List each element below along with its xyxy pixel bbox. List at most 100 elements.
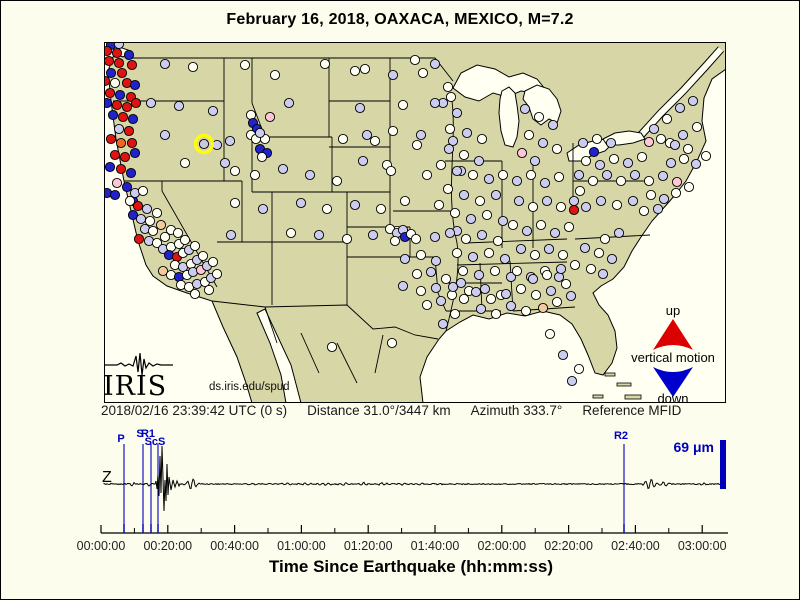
station-dot [458, 149, 470, 161]
station-dot [485, 293, 497, 305]
station-dot [599, 233, 611, 245]
station-dot [435, 159, 447, 171]
station-dot [415, 129, 427, 141]
station-dot [541, 269, 553, 281]
station-dot [117, 111, 129, 123]
station-dot [283, 97, 295, 109]
station-dot [429, 231, 441, 243]
station-dot [449, 207, 461, 219]
station-dot [124, 195, 136, 207]
station-dot [451, 165, 463, 177]
station-dot [687, 95, 699, 107]
station-dot [588, 146, 600, 158]
station-dot [645, 189, 657, 201]
station-dot [105, 45, 113, 57]
station-dot [573, 363, 585, 375]
station-dot [515, 243, 527, 255]
station-dot [189, 288, 201, 300]
station-dot [239, 59, 251, 71]
station-dot [553, 171, 565, 183]
us-station-map [104, 42, 726, 403]
station-dot [451, 107, 463, 119]
station-dot [319, 58, 331, 70]
axis-tick-label: 00:40:00 [210, 539, 259, 553]
station-dot [361, 129, 373, 141]
station-dot [467, 251, 479, 263]
station-dot [691, 121, 703, 133]
station-dot [443, 143, 455, 155]
station-dot [557, 349, 569, 361]
station-dot [527, 273, 539, 285]
station-dot [264, 111, 276, 123]
station-dot [429, 97, 441, 109]
station-dot [137, 185, 149, 197]
axis-tick-label: 03:00:00 [678, 539, 727, 553]
station-dot [430, 255, 442, 267]
station-dot [127, 209, 139, 221]
station-dot [105, 55, 115, 67]
station-dot [397, 99, 409, 111]
station-dot [497, 215, 509, 227]
station-dot [636, 151, 648, 163]
phase-label-ScS: ScS [145, 436, 166, 448]
station-dot [674, 102, 686, 114]
station-dot [665, 157, 677, 169]
station-dot [594, 159, 606, 171]
axis-tick-label: 02:00:00 [477, 539, 526, 553]
station-dot [105, 87, 116, 99]
station-dot [113, 57, 125, 69]
station-dot [313, 229, 325, 241]
station-dot [415, 285, 427, 297]
status-reference: Reference MFID [582, 403, 682, 418]
station-dot [629, 169, 641, 181]
station-dot [179, 234, 191, 246]
station-dot [622, 157, 634, 169]
station-dot [219, 157, 231, 169]
station-dot [580, 155, 592, 167]
station-dot [159, 129, 171, 141]
station-dot [515, 283, 527, 295]
station-dot [440, 273, 452, 285]
station-dot [173, 100, 185, 112]
station-dot [497, 169, 509, 181]
station-dot [505, 300, 517, 312]
station-dot [409, 54, 421, 66]
station-dot [671, 176, 683, 188]
station-dot [203, 284, 215, 296]
station-dot [179, 157, 191, 169]
station-dot [387, 125, 399, 137]
station-dot [500, 288, 512, 300]
station-dot [449, 308, 461, 320]
station-dot [595, 195, 607, 207]
phase-label-R1: R1 [141, 428, 155, 440]
island [624, 394, 642, 400]
station-dot [483, 247, 495, 259]
station-dot [458, 189, 470, 201]
station-dot [130, 97, 142, 109]
station-dot [132, 200, 144, 212]
station-dot [560, 278, 572, 290]
station-dot [574, 185, 586, 197]
station-dot [535, 219, 547, 231]
station-dot [444, 123, 456, 135]
station-dot [109, 189, 121, 201]
station-dot [341, 233, 353, 245]
station-dot [115, 137, 127, 149]
axis-tick-label: 01:40:00 [411, 539, 460, 553]
time-axis-title: Time Since Earthquake (hh:mm:ss) [268, 557, 554, 576]
station-dot [285, 227, 297, 239]
station-dot [113, 123, 125, 135]
station-dot [476, 229, 488, 241]
reference-station-ring [193, 133, 215, 155]
station-dot [544, 328, 556, 340]
station-dot [337, 133, 349, 145]
station-dot [126, 137, 138, 149]
station-dot [399, 253, 411, 265]
station-dot [172, 227, 184, 239]
station-dot [605, 137, 617, 149]
station-dot [457, 265, 469, 277]
station-dot [587, 175, 599, 187]
station-dot [511, 175, 523, 187]
